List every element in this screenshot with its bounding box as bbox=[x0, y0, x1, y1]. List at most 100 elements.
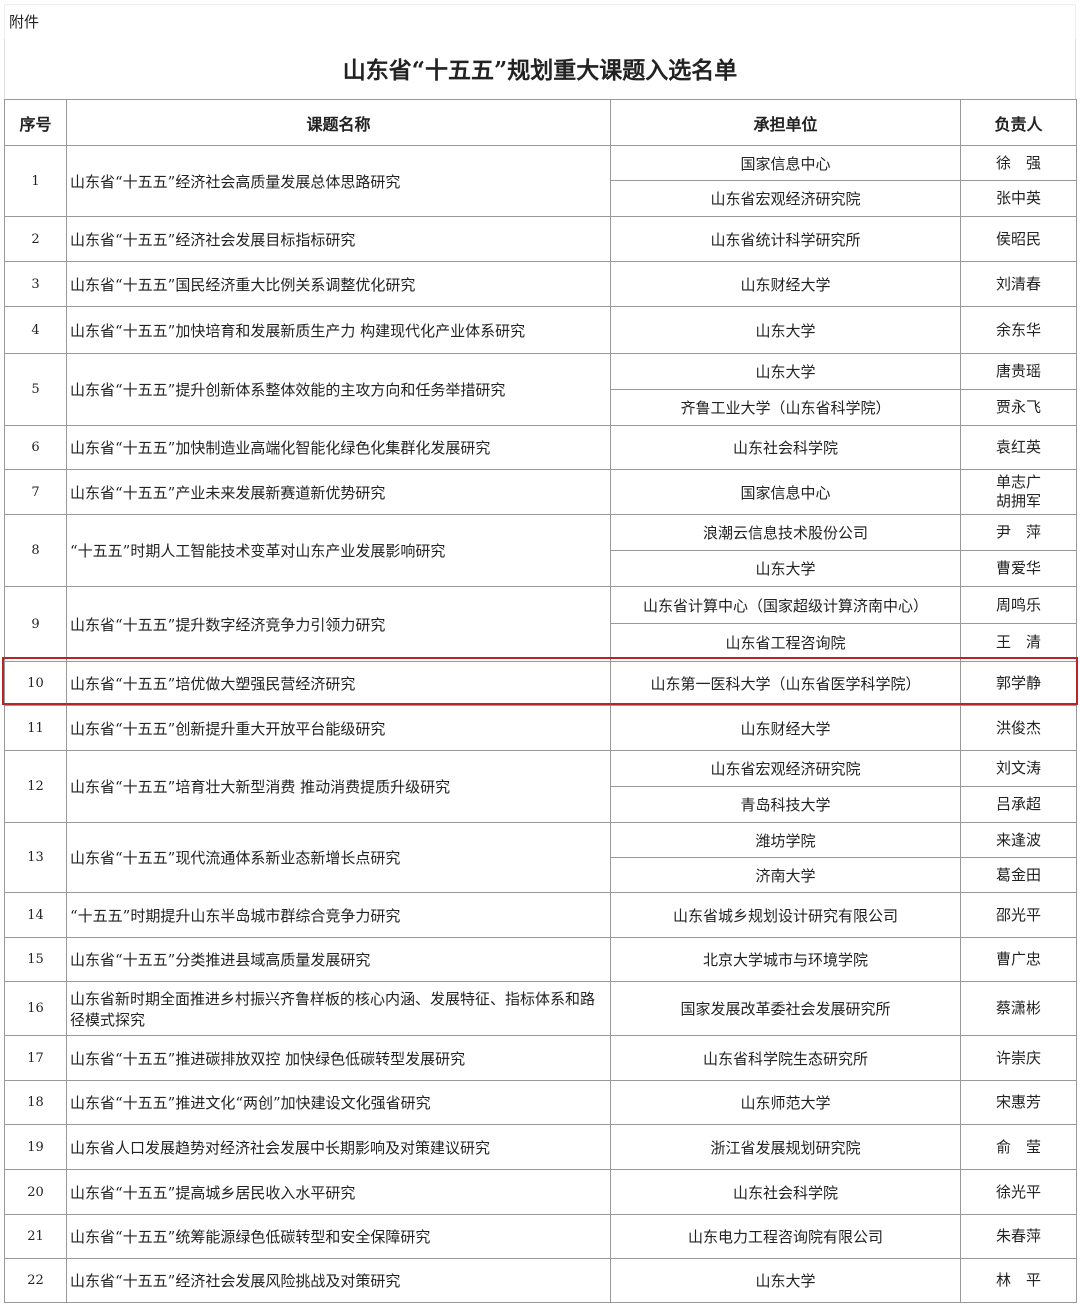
topic-name: “十五五”时期提升山东半岛城市群综合竞争力研究 bbox=[66, 892, 611, 938]
project-leader: 许崇庆 bbox=[960, 1035, 1077, 1081]
row-number: 15 bbox=[4, 937, 67, 982]
table-row: 18 山东省“十五五”推进文化“两创”加快建设文化强省研究 山东师范大学 宋惠芳 bbox=[4, 1080, 1077, 1125]
undertaking-unit: 国家信息中心 bbox=[610, 145, 961, 181]
topic-name: 山东省“十五五”创新提升重大开放平台能级研究 bbox=[66, 705, 611, 751]
project-leader: 张中英 bbox=[960, 180, 1077, 217]
table-row: 21 山东省“十五五”统筹能源绿色低碳转型和安全保障研究 山东电力工程咨询院有限公司… bbox=[4, 1214, 1077, 1259]
undertaking-unit: 山东财经大学 bbox=[610, 261, 961, 307]
undertaking-unit: 山东大学 bbox=[610, 353, 961, 390]
row-number: 22 bbox=[4, 1258, 67, 1303]
undertaking-unit: 山东省统计科学研究所 bbox=[610, 216, 961, 262]
project-leader: 曹爱华 bbox=[960, 550, 1077, 587]
project-leader: 蔡潇彬 bbox=[960, 981, 1077, 1036]
project-leader: 吕承超 bbox=[960, 786, 1077, 823]
row-number: 14 bbox=[4, 892, 67, 938]
undertaking-unit: 山东大学 bbox=[610, 550, 961, 587]
topic-name: 山东省“十五五”提高城乡居民收入水平研究 bbox=[66, 1169, 611, 1215]
row-number: 8 bbox=[4, 514, 67, 587]
project-leader: 徐光平 bbox=[960, 1169, 1077, 1215]
topic-name: 山东省“十五五”推进碳排放双控 加快绿色低碳转型发展研究 bbox=[66, 1035, 611, 1081]
row-number: 10 bbox=[4, 661, 67, 706]
row-number: 13 bbox=[4, 822, 67, 893]
row-number: 11 bbox=[4, 705, 67, 751]
table-row: 12 山东省“十五五”培育壮大新型消费 推动消费提质升级研究 山东省宏观经济研究院刘… bbox=[4, 750, 1077, 823]
row-number: 12 bbox=[4, 750, 67, 823]
row-number: 19 bbox=[4, 1124, 67, 1170]
table-row: 22 山东省“十五五”经济社会发展风险挑战及对策研究 山东大学林 平 bbox=[4, 1258, 1077, 1303]
topic-name: 山东省“十五五”产业未来发展新赛道新优势研究 bbox=[66, 469, 611, 515]
table-row: 3 山东省“十五五”国民经济重大比例关系调整优化研究 山东财经大学 刘清春 bbox=[4, 261, 1077, 307]
attachment-label: 附件 bbox=[4, 4, 1076, 39]
undertaking-unit: 浪潮云信息技术股份公司 bbox=[610, 514, 961, 551]
undertaking-unit: 国家信息中心 bbox=[610, 469, 961, 515]
undertaking-unit: 山东省宏观经济研究院 bbox=[610, 750, 961, 787]
topic-name: 山东省“十五五”现代流通体系新业态新增长点研究 bbox=[66, 822, 611, 893]
project-leader: 单志广 胡拥军 bbox=[960, 469, 1077, 515]
table-row: 1 山东省“十五五”经济社会高质量发展总体思路研究 国家信息中心徐 强 bbox=[4, 145, 1077, 217]
undertaking-unit: 山东社会科学院 bbox=[610, 425, 961, 470]
table-row: 14 “十五五”时期提升山东半岛城市群综合竞争力研究 山东省城乡规划设计研究有限公司… bbox=[4, 892, 1077, 938]
row-number: 21 bbox=[4, 1214, 67, 1259]
topic-name: 山东省“十五五”统筹能源绿色低碳转型和安全保障研究 bbox=[66, 1214, 611, 1259]
undertaking-unit: 山东第一医科大学（山东省医学科学院） bbox=[610, 661, 961, 706]
project-list-table: 序号 课题名称 承担单位 负责人 1 山东省“十五五”经济社会高质量发展总体思路研… bbox=[4, 99, 1077, 1303]
undertaking-unit: 北京大学城市与环境学院 bbox=[610, 937, 961, 982]
undertaking-unit: 山东师范大学 bbox=[610, 1080, 961, 1125]
project-leader: 刘清春 bbox=[960, 261, 1077, 307]
table-row: 7 山东省“十五五”产业未来发展新赛道新优势研究 国家信息中心 单志广 胡拥军 bbox=[4, 469, 1077, 515]
project-leader: 俞 莹 bbox=[960, 1124, 1077, 1170]
project-leader: 朱春萍 bbox=[960, 1214, 1077, 1259]
table-row: 19 山东省人口发展趋势对经济社会发展中长期影响及对策建议研究 浙江省发展规划研究院… bbox=[4, 1124, 1077, 1170]
row-number: 18 bbox=[4, 1080, 67, 1125]
undertaking-unit: 山东财经大学 bbox=[610, 705, 961, 751]
row-number: 5 bbox=[4, 353, 67, 426]
project-leader: 刘文涛 bbox=[960, 750, 1077, 787]
project-leader: 侯昭民 bbox=[960, 216, 1077, 262]
topic-name: 山东省新时期全面推进乡村振兴齐鲁样板的核心内涵、发展特征、指标体系和路径模式探究 bbox=[66, 981, 611, 1036]
project-leader: 曹广忠 bbox=[960, 937, 1077, 982]
topic-name: 山东省“十五五”经济社会发展风险挑战及对策研究 bbox=[66, 1258, 611, 1303]
row-number: 4 bbox=[4, 306, 67, 354]
undertaking-unit: 浙江省发展规划研究院 bbox=[610, 1124, 961, 1170]
project-leader: 周鸣乐 bbox=[960, 586, 1077, 624]
project-leader: 来逢波 bbox=[960, 822, 1077, 858]
row-number: 9 bbox=[4, 586, 67, 662]
table-subrow: 山东省工程咨询院王 清 bbox=[5, 623, 1077, 662]
table-subrow: 山东省宏观经济研究院 张中英 bbox=[5, 180, 1077, 217]
table-row: 20 山东省“十五五”提高城乡居民收入水平研究 山东社会科学院 徐光平 bbox=[4, 1169, 1077, 1215]
topic-name: 山东省“十五五”提升创新体系整体效能的主攻方向和任务举措研究 bbox=[66, 353, 611, 426]
table-row: 9 山东省“十五五”提升数字经济竞争力引领力研究 山东省计算中心（国家超级计算济南中… bbox=[4, 586, 1077, 662]
project-leader: 贾永飞 bbox=[960, 389, 1077, 426]
project-leader: 余东华 bbox=[960, 306, 1077, 354]
row-number: 6 bbox=[4, 425, 67, 470]
topic-name: 山东省“十五五”提升数字经济竞争力引领力研究 bbox=[66, 586, 611, 662]
project-leader: 徐 强 bbox=[960, 145, 1077, 181]
table-subrow: 济南大学 葛金田 bbox=[5, 857, 1077, 893]
row-number: 16 bbox=[4, 981, 67, 1036]
topic-name: 山东省“十五五”经济社会发展目标指标研究 bbox=[66, 216, 611, 262]
undertaking-unit: 山东社会科学院 bbox=[610, 1169, 961, 1215]
table-row: 2 山东省“十五五”经济社会发展目标指标研究 山东省统计科学研究所 侯昭民 bbox=[4, 216, 1077, 262]
undertaking-unit: 山东电力工程咨询院有限公司 bbox=[610, 1214, 961, 1259]
undertaking-unit: 济南大学 bbox=[610, 857, 961, 893]
undertaking-unit: 山东大学 bbox=[610, 1258, 961, 1303]
header-topic: 课题名称 bbox=[66, 99, 611, 146]
undertaking-unit: 山东省工程咨询院 bbox=[610, 623, 961, 662]
project-leader: 王 清 bbox=[960, 623, 1077, 662]
topic-name: 山东省“十五五”培优做大塑强民营经济研究 bbox=[66, 661, 611, 706]
topic-name: 山东省“十五五”加快培育和发展新质生产力 构建现代化产业体系研究 bbox=[66, 306, 611, 354]
row-number: 3 bbox=[4, 261, 67, 307]
table-subrow: 齐鲁工业大学（山东省科学院） 贾永飞 bbox=[5, 389, 1077, 426]
row-number: 1 bbox=[4, 145, 67, 217]
topic-name: 山东省“十五五”国民经济重大比例关系调整优化研究 bbox=[66, 261, 611, 307]
topic-name: 山东省“十五五”培育壮大新型消费 推动消费提质升级研究 bbox=[66, 750, 611, 823]
undertaking-unit: 潍坊学院 bbox=[610, 822, 961, 858]
topic-name: 山东省“十五五”加快制造业高端化智能化绿色化集群化发展研究 bbox=[66, 425, 611, 470]
topic-name: 山东省“十五五”推进文化“两创”加快建设文化强省研究 bbox=[66, 1080, 611, 1125]
project-leader: 林 平 bbox=[960, 1258, 1077, 1303]
page-title: 山东省“十五五”规划重大课题入选名单 bbox=[4, 39, 1076, 99]
header-leader: 负责人 bbox=[960, 99, 1077, 146]
table-row: 16 山东省新时期全面推进乡村振兴齐鲁样板的核心内涵、发展特征、指标体系和路径模式… bbox=[4, 981, 1077, 1036]
project-leader: 邵光平 bbox=[960, 892, 1077, 938]
project-leader: 郭学静 bbox=[960, 661, 1077, 706]
